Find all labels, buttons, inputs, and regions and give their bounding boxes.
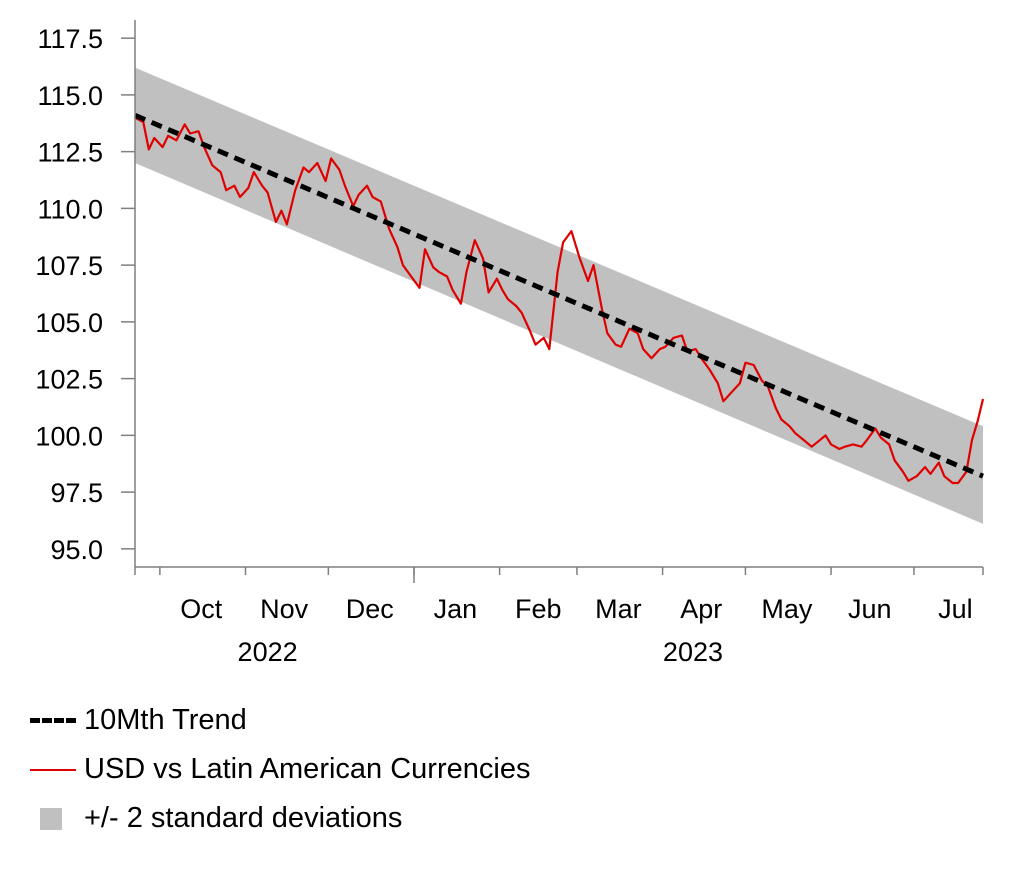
- x-axis-labels: Oct Nov Dec Jan Feb Mar Apr May Jun Jul 2022 2023: [180, 594, 972, 667]
- y-tick-label: 105.0: [35, 308, 103, 338]
- legend-label-trend: 10Mth Trend: [84, 704, 247, 736]
- y-tick-label: 112.5: [37, 138, 103, 168]
- legend-item-series: USD vs Latin American Currencies: [30, 745, 530, 794]
- trend-line: [134, 113, 984, 479]
- y-tick-label: 97.5: [50, 478, 103, 508]
- y-tick-label: 115.0: [37, 81, 103, 111]
- x-month-label: Dec: [346, 594, 394, 624]
- y-tick-label: 107.5: [35, 251, 103, 281]
- legend-label-series: USD vs Latin American Currencies: [84, 753, 531, 785]
- legend-swatch-band: [30, 807, 78, 830]
- legend: 10Mth Trend USD vs Latin American Curren…: [30, 696, 530, 843]
- usd-latam-series-line: [134, 116, 985, 485]
- legend-label-band: +/- 2 standard deviations: [84, 802, 403, 834]
- y-tick-label: 100.0: [35, 421, 103, 451]
- x-month-label: Jun: [848, 594, 892, 624]
- legend-item-band: +/- 2 standard deviations: [30, 794, 530, 843]
- x-month-label: Jan: [434, 594, 478, 624]
- y-axis-ticks: 95.0 97.5 100.0 102.5 105.0 107.5 110.0 112.5 11…: [35, 24, 135, 565]
- x-month-label: Feb: [515, 594, 562, 624]
- y-tick-label: 95.0: [50, 535, 103, 565]
- y-tick-label: 117.5: [37, 24, 103, 54]
- x-month-label: Nov: [260, 594, 309, 624]
- x-month-label: May: [761, 594, 813, 624]
- y-tick-label: 110.0: [37, 194, 103, 224]
- x-axis-ticks: [134, 567, 984, 583]
- legend-swatch-series: [30, 759, 78, 781]
- chart: 95.0 97.5 100.0 102.5 105.0 107.5 110.0 112.5 11…: [35, 20, 985, 667]
- x-year-label: 2022: [238, 637, 298, 667]
- x-year-label: 2023: [663, 637, 723, 667]
- x-month-label: Apr: [680, 594, 722, 624]
- y-tick-label: 102.5: [35, 365, 103, 395]
- x-month-label: Jul: [938, 594, 973, 624]
- legend-swatch-trend: [30, 710, 78, 732]
- x-month-label: Mar: [595, 594, 642, 624]
- legend-item-trend: 10Mth Trend: [30, 696, 530, 745]
- x-month-label: Oct: [180, 594, 223, 624]
